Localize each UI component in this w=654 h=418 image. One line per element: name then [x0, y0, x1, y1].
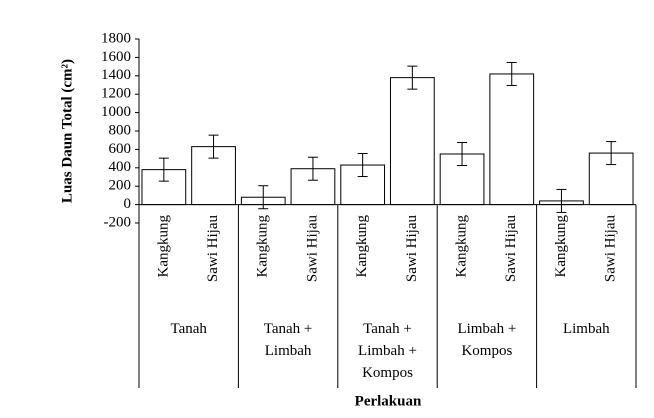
series-label: Kangkung	[354, 215, 370, 278]
y-tick-label: 1400	[101, 67, 131, 83]
series-label: Kangkung	[453, 215, 469, 278]
y-tick-label: 400	[109, 159, 132, 175]
group-label: Limbah + Kompos	[457, 321, 517, 359]
bar	[439, 153, 485, 206]
series-label: Sawi Hijau	[205, 215, 221, 283]
series-label: Sawi Hijau	[503, 215, 519, 283]
group-label-box: Tanah	[170, 321, 207, 337]
y-tick-label: 600	[109, 141, 132, 157]
group-label-box: Limbah + Kompos	[457, 321, 517, 359]
group-label: Tanah	[170, 321, 207, 337]
y-tick-label: 200	[109, 178, 132, 194]
bar	[389, 77, 435, 206]
group-label: Tanah + Limbah	[263, 321, 313, 359]
group-label: Limbah	[562, 321, 610, 337]
y-tick-label: 1200	[101, 86, 131, 102]
bar	[489, 73, 535, 206]
y-tick-label: 800	[109, 122, 132, 138]
group-label-box: Limbah	[562, 321, 610, 337]
series-label: Sawi Hijau	[304, 215, 320, 283]
series-label: Kangkung	[255, 215, 271, 278]
series-label: Kangkung	[155, 215, 171, 278]
y-tick-label: -200	[104, 214, 132, 230]
y-tick-label: 1800	[101, 30, 131, 46]
y-tick-label: 1000	[101, 104, 131, 120]
series-label: Sawi Hijau	[404, 215, 420, 283]
group-label: Tanah + Limbah + Kompos	[358, 321, 417, 381]
y-tick-label: 1600	[101, 49, 131, 65]
x-axis-title: Perlakuan	[355, 393, 422, 409]
series-label: Sawi Hijau	[603, 215, 619, 283]
y-axis-title: Luas Daun Total (cm²)	[59, 59, 75, 203]
group-label-box: Tanah + Limbah + Kompos	[358, 321, 417, 381]
group-label-box: Tanah + Limbah	[263, 321, 313, 359]
y-tick-label: 0	[124, 196, 132, 212]
series-label: Kangkung	[553, 215, 569, 278]
